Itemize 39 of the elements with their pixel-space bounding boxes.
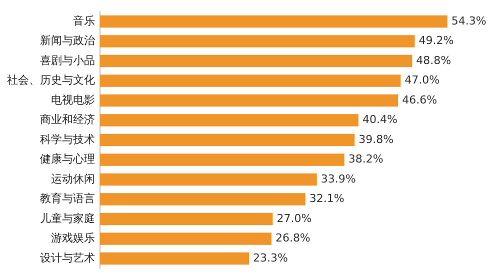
bar: [100, 54, 412, 68]
y-tick-label: 游戏娱乐: [51, 232, 95, 245]
data-label: 23.3%: [253, 251, 288, 264]
data-label: 49.2%: [418, 34, 454, 48]
data-label: 32.1%: [309, 192, 344, 206]
data-label: 33.9%: [320, 172, 356, 186]
bar: [100, 232, 272, 245]
y-tick-label: 儿童与家庭: [40, 212, 95, 225]
y-tick-label: 商业和经济: [40, 113, 95, 126]
data-label: 26.8%: [275, 232, 310, 245]
data-label: 27.0%: [276, 212, 312, 225]
bar: [100, 35, 415, 48]
y-tick-label: 新闻与政治: [40, 34, 95, 48]
data-label: 39.8%: [358, 132, 394, 146]
y-tick-label: 喜剧与小品: [40, 54, 95, 67]
y-tick-label: 科学与技术: [40, 132, 95, 146]
bar: [100, 15, 448, 28]
data-label: 46.6%: [402, 93, 438, 106]
data-label: 38.2%: [348, 152, 384, 166]
y-tick-label: 音乐: [73, 14, 95, 28]
bar: [100, 193, 306, 206]
y-tick-label: 设计与艺术: [40, 251, 95, 264]
data-label: 48.8%: [416, 54, 452, 67]
bar: [100, 74, 401, 87]
y-tick-label: 教育与语言: [40, 192, 95, 206]
bar: [100, 212, 273, 226]
y-tick-label: 健康与心理: [40, 152, 95, 166]
y-tick-label: 社会、历史与文化: [7, 74, 95, 87]
bar: [100, 154, 344, 166]
bar: [100, 252, 250, 265]
data-label: 47.0%: [404, 74, 440, 87]
bar: [100, 134, 355, 146]
bar: [100, 173, 317, 186]
y-tick-label: 电视电影: [51, 93, 95, 106]
bar: [100, 114, 358, 126]
data-label: 54.3%: [451, 14, 486, 28]
bar: [100, 94, 398, 107]
y-tick-label: 运动休闲: [51, 172, 95, 186]
data-label: 40.4%: [362, 113, 398, 126]
